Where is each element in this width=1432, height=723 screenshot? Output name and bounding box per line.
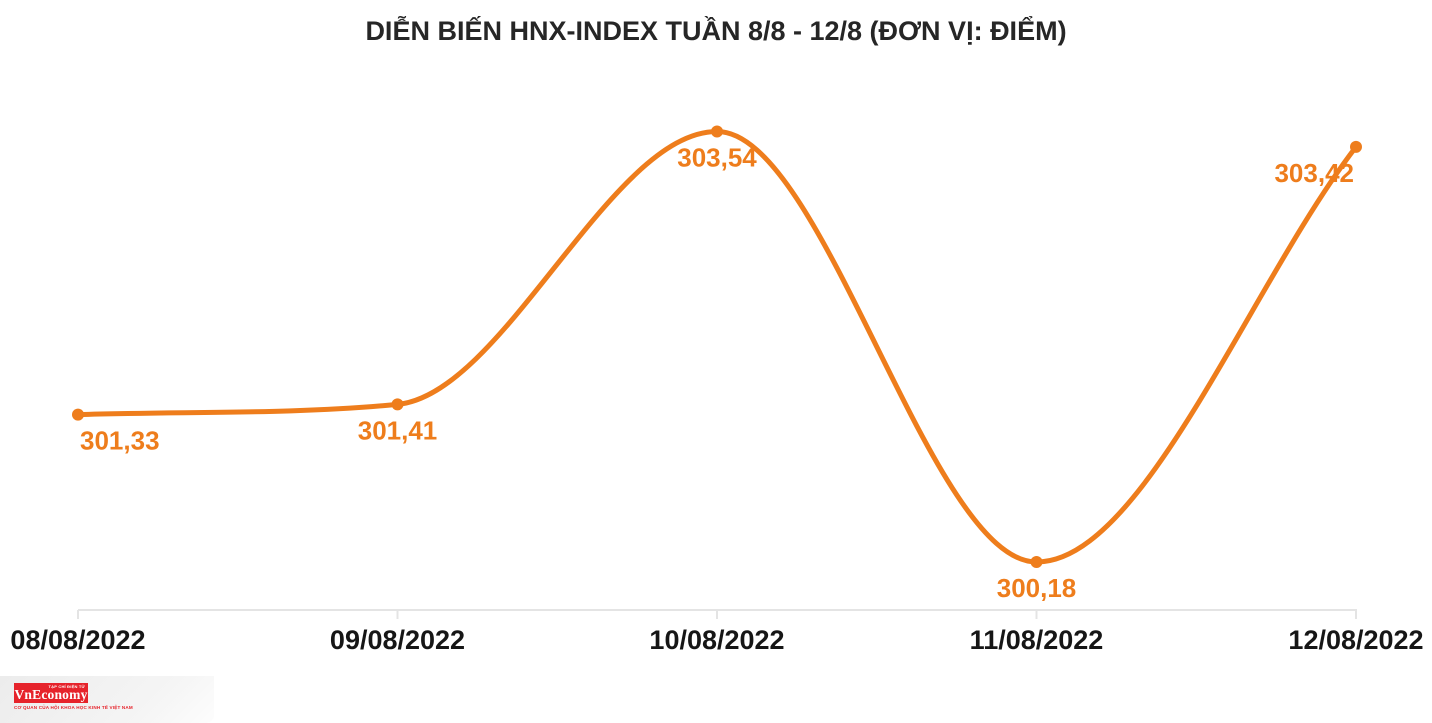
data-point-marker [72,408,84,421]
x-axis-label: 09/08/2022 [330,625,465,655]
data-point-label: 300,18 [997,573,1077,603]
x-axis-label: 12/08/2022 [1288,625,1423,655]
data-point-marker [391,398,404,411]
series-line-hnx-index [75,128,1359,565]
data-point-marker [1350,140,1362,153]
x-axis-label: 10/08/2022 [649,625,784,655]
data-point-marker [711,125,723,138]
chart-title: DIỄN BIẾN HNX-INDEX TUẦN 8/8 - 12/8 (ĐƠN… [365,16,1067,46]
data-point-label: 303,54 [677,143,757,173]
x-axis-label: 08/08/2022 [10,625,145,655]
x-axis-label: 11/08/2022 [970,625,1104,655]
data-point-marker [1030,556,1043,568]
vneconomy-logo: TẠP CHÍ ĐIỆN TỬ VnEconomy CƠ QUAN CỦA HỘ… [0,676,214,723]
logo-brand: VnEconomy [14,687,88,702]
logo-tagline-top: TẠP CHÍ ĐIỆN TỬ [48,684,85,689]
logo-tagline-bottom: CƠ QUAN CỦA HỘI KHOA HỌC KINH TẾ VIỆT NA… [14,705,133,710]
data-point-label: 303,42 [1274,158,1354,188]
data-point-label: 301,33 [80,426,160,456]
data-point-label: 301,41 [358,415,438,445]
vneconomy-logo-box: TẠP CHÍ ĐIỆN TỬ VnEconomy [14,683,88,703]
